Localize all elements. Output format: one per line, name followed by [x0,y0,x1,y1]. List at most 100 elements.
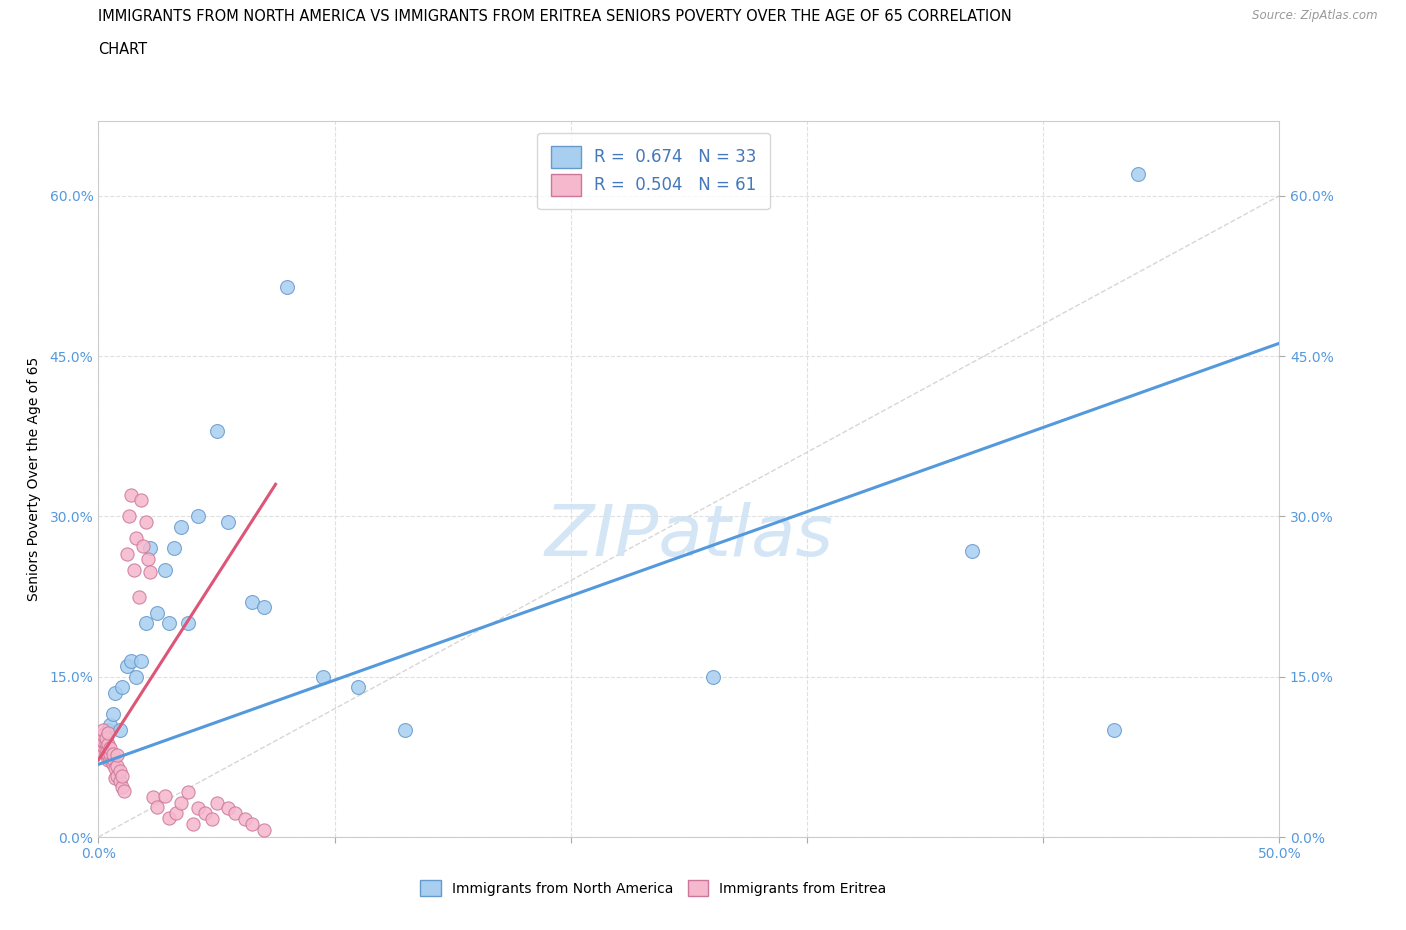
Point [97,752,120,767]
Point [135,514,157,529]
Point [91,734,114,749]
Point [104,771,127,786]
Point [125,530,148,545]
Point [1102,723,1125,737]
Point [94,742,117,757]
Point [962,543,984,558]
Point [94,730,117,745]
Point [177,616,200,631]
Point [105,768,128,783]
Point [187,509,209,524]
Point [118,509,141,524]
Point [1126,166,1149,181]
Text: Source: ZipAtlas.com: Source: ZipAtlas.com [1253,9,1378,22]
Point [153,789,176,804]
Point [217,514,239,529]
Point [121,487,143,502]
Point [111,680,134,695]
Point [153,563,176,578]
Point [98,717,121,732]
Point [91,723,114,737]
Point [170,795,193,810]
Point [217,801,239,816]
Point [165,806,187,821]
Point [136,551,159,566]
Point [108,723,131,737]
Point [129,493,152,508]
Point [224,806,246,821]
Point [240,594,263,609]
Point [91,744,114,759]
Point [97,723,120,737]
Point [94,734,117,749]
Point [121,653,143,668]
Point [90,744,112,759]
Point [105,759,128,774]
Y-axis label: Seniors Poverty Over the Age of 65: Seniors Poverty Over the Age of 65 [27,357,41,601]
Point [394,723,416,737]
Point [97,742,120,757]
Point [105,748,128,763]
Point [205,795,228,810]
Point [240,817,263,831]
Point [276,279,298,294]
Point [142,790,165,804]
Point [157,810,180,825]
Point [104,685,127,700]
Point [253,600,276,615]
Legend: Immigrants from North America, Immigrants from Eritrea: Immigrants from North America, Immigrant… [415,874,893,902]
Point [139,541,162,556]
Point [312,670,335,684]
Point [702,670,724,684]
Point [97,748,120,763]
Point [122,563,145,578]
Point [111,779,134,794]
Point [111,768,134,783]
Point [115,658,138,673]
Point [94,746,117,761]
Point [139,565,162,579]
Point [146,605,169,620]
Point [146,800,169,815]
Point [115,546,138,561]
Point [129,653,152,668]
Point [128,589,150,604]
Point [347,680,370,695]
Point [181,817,204,831]
Point [108,764,131,778]
Point [98,751,121,766]
Point [91,728,114,743]
Point [104,760,127,775]
Point [187,801,209,816]
Point [205,423,228,438]
Text: IMMIGRANTS FROM NORTH AMERICA VS IMMIGRANTS FROM ERITREA SENIORS POVERTY OVER TH: IMMIGRANTS FROM NORTH AMERICA VS IMMIGRA… [98,9,1012,24]
Point [97,737,120,751]
Point [201,811,224,826]
Point [90,728,112,743]
Point [233,811,256,826]
Point [97,726,120,741]
Point [132,538,155,553]
Point [135,616,157,631]
Point [94,736,117,751]
Point [101,707,124,722]
Point [177,785,200,800]
Point [253,822,276,837]
Point [157,616,180,631]
Point [112,784,135,799]
Point [108,774,131,789]
Point [91,734,114,749]
Point [98,741,121,756]
Point [101,751,124,766]
Point [101,746,124,761]
Point [125,670,148,684]
Point [163,541,186,556]
Point [170,520,193,535]
Point [194,806,217,821]
Point [101,757,124,772]
Point [91,738,114,753]
Point [90,734,112,749]
Text: CHART: CHART [98,42,148,57]
Text: ZIPatlas: ZIPatlas [544,502,834,571]
Point [98,746,121,761]
